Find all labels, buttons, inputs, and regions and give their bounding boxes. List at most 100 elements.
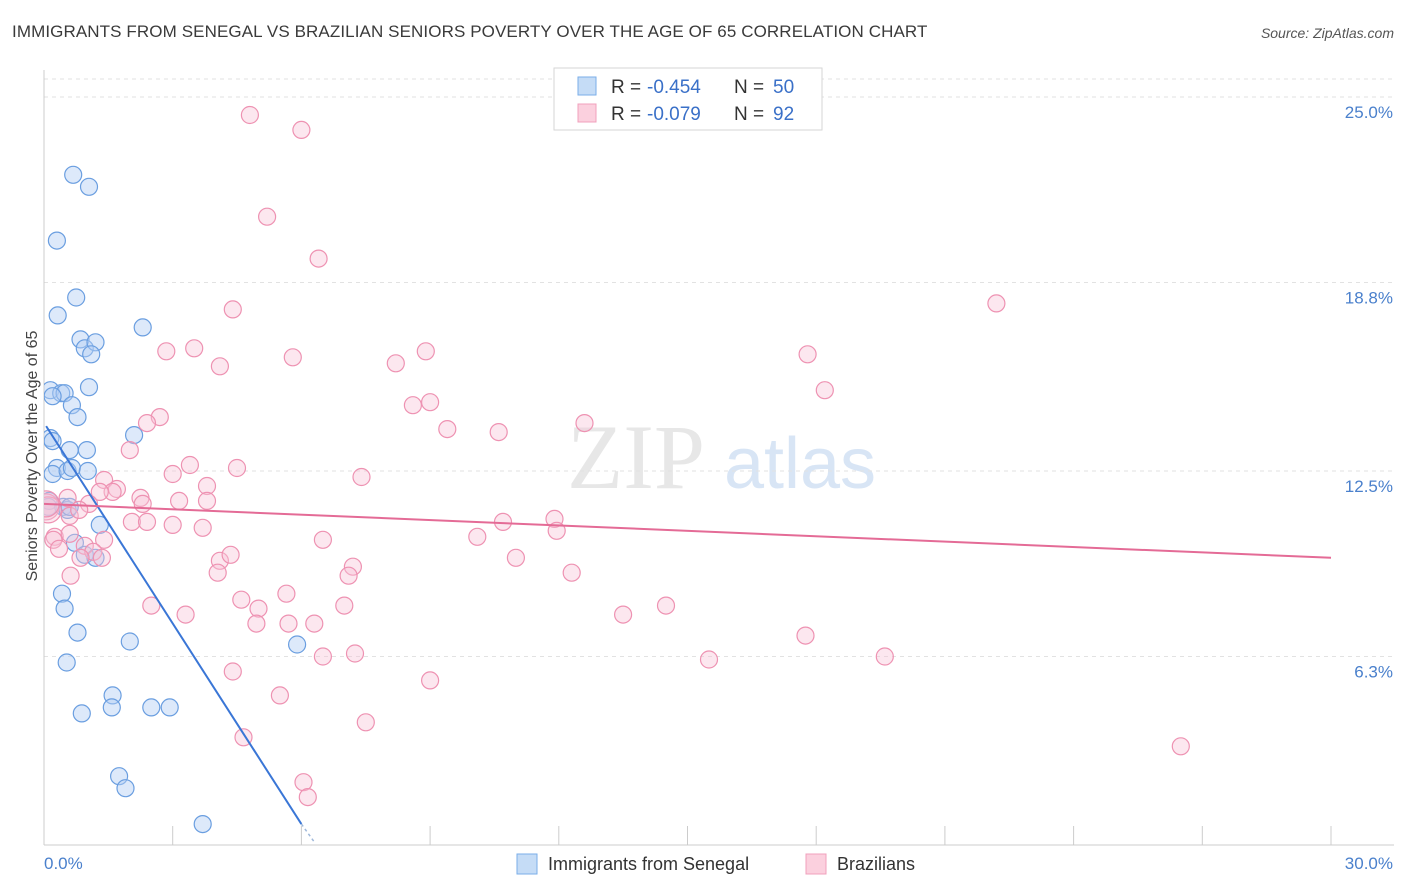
stats-legend-box [553, 67, 823, 131]
point [193, 518, 212, 537]
point [52, 584, 72, 603]
point [699, 650, 719, 669]
point [185, 339, 204, 358]
point [309, 249, 328, 268]
point [815, 381, 834, 400]
point [64, 165, 83, 184]
chart-title: IMMIGRANTS FROM SENEGAL VS BRAZILIAN SEN… [12, 22, 928, 41]
point [157, 342, 176, 361]
stats-r-value-1: -0.454 [647, 77, 701, 98]
point [489, 423, 508, 442]
point [345, 644, 365, 663]
point [60, 524, 79, 543]
point [339, 566, 358, 585]
legend-label-brazilians: Brazilians [837, 854, 915, 874]
point [120, 632, 139, 651]
point [142, 596, 161, 615]
y-tick-label: 25.0% [1345, 103, 1393, 122]
point [279, 614, 298, 633]
point [90, 515, 109, 535]
point [103, 482, 122, 501]
point [163, 515, 182, 535]
point [258, 207, 277, 226]
point [227, 458, 247, 478]
point [270, 686, 289, 705]
point [506, 548, 526, 567]
point [197, 476, 217, 496]
point [313, 530, 332, 549]
point [223, 662, 242, 681]
point [798, 345, 817, 364]
point [68, 408, 87, 427]
point [77, 441, 97, 460]
trend-line-senegal [45, 425, 303, 825]
point [176, 605, 195, 624]
point [232, 590, 251, 609]
point [656, 596, 676, 615]
point [62, 396, 82, 415]
point [44, 530, 63, 549]
point [193, 814, 212, 834]
point [116, 779, 135, 798]
point [468, 527, 487, 546]
point [142, 698, 161, 717]
point [416, 342, 435, 361]
point [125, 426, 144, 445]
point [48, 306, 67, 325]
point [343, 557, 362, 576]
watermark-zip: ZIP [567, 406, 705, 508]
point [208, 563, 227, 582]
point [796, 626, 815, 645]
x-tick-label-min: 0.0% [44, 854, 83, 873]
point [122, 512, 141, 532]
point [79, 177, 99, 196]
point [58, 488, 77, 507]
stats-n-label-1: N = [734, 77, 764, 98]
point [403, 396, 422, 415]
y-tick-label: 6.3% [1354, 663, 1393, 682]
point [90, 482, 109, 501]
point [55, 599, 74, 618]
legend-swatch-senegal [516, 853, 538, 875]
point [294, 773, 313, 792]
y-axis-label: Seniors Poverty Over the Age of 65 [24, 331, 41, 582]
point [575, 414, 594, 433]
stats-r-label-1: R = [611, 77, 641, 98]
point [283, 348, 302, 367]
point [210, 357, 229, 376]
point [421, 671, 440, 690]
point [137, 512, 157, 532]
point [987, 294, 1006, 313]
point [47, 231, 67, 250]
point [78, 461, 97, 481]
point [68, 623, 87, 642]
legend-swatch-brazilians [805, 853, 827, 875]
point [1171, 737, 1190, 756]
stats-n-value-2: 92 [773, 104, 794, 125]
point [356, 713, 375, 732]
point [170, 491, 189, 510]
point [92, 548, 112, 567]
point [120, 441, 139, 460]
gridlines [44, 78, 1394, 658]
trend-line-brazilians [44, 502, 1332, 559]
x-axis-ticks [172, 826, 1332, 845]
point [313, 647, 332, 666]
point [71, 330, 90, 349]
point [44, 464, 62, 484]
stats-swatch-brazilians [577, 103, 597, 123]
point [249, 599, 268, 618]
point [94, 530, 114, 549]
point [137, 414, 157, 433]
point [292, 120, 311, 139]
point [352, 467, 371, 487]
point [44, 432, 62, 451]
point [438, 420, 457, 439]
point [102, 698, 121, 717]
point [70, 500, 89, 519]
point [240, 105, 259, 125]
stats-n-value-1: 50 [773, 77, 794, 98]
point [288, 635, 307, 654]
point [298, 787, 317, 807]
